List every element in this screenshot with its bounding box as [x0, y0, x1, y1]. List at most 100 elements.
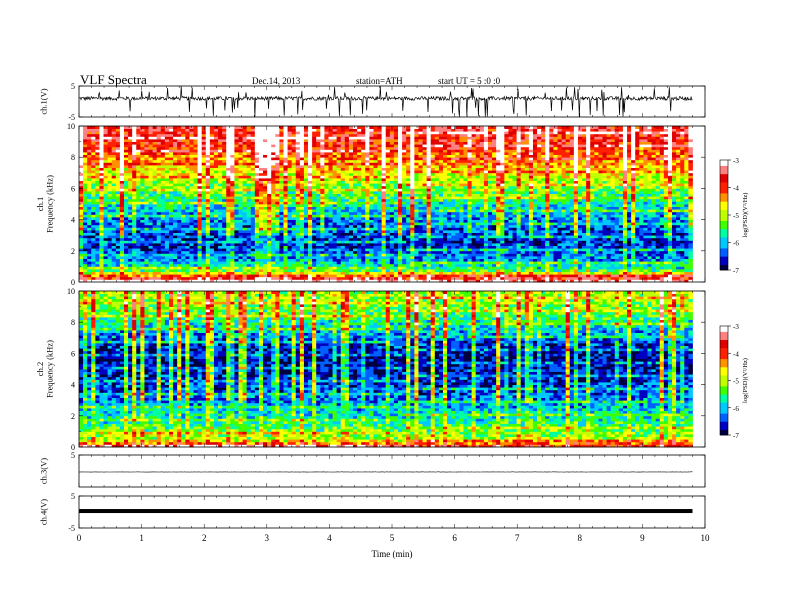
spectrogram-cell [185, 204, 190, 207]
spectrogram-cell [222, 261, 227, 265]
spectrogram-cell [168, 240, 174, 244]
spectrogram-cell [234, 128, 239, 132]
spectrogram-cell [144, 235, 149, 239]
spectrogram-cell [271, 271, 276, 275]
spectrogram-cell [393, 263, 399, 267]
spectrogram-cell [197, 162, 203, 166]
spectrogram-cell [283, 248, 288, 252]
spectrogram-cell [140, 188, 145, 192]
spectrogram-cell [336, 139, 342, 142]
spectrogram-cell [398, 240, 403, 244]
spectrogram-cell [91, 157, 96, 161]
spectrogram-cell [357, 248, 362, 252]
spectrogram-cell [373, 131, 378, 135]
spectrogram-cell [79, 191, 84, 194]
spectrogram-cell [209, 146, 215, 150]
spectrogram-cell [193, 250, 199, 254]
spectrogram-cell [250, 253, 256, 257]
spectrogram-cell [406, 248, 411, 252]
spectrogram-cell [136, 232, 141, 236]
spectrogram-cell [303, 209, 309, 213]
spectrogram-cell [185, 227, 190, 231]
spectrogram-cell [410, 263, 415, 267]
spectrogram-cell [291, 209, 297, 213]
spectrogram-cell [381, 227, 387, 231]
spectrogram-cell [177, 274, 182, 278]
spectrogram-cell [160, 261, 166, 265]
spectrogram-cell [185, 274, 190, 278]
spectrogram-cell [152, 279, 158, 283]
spectrogram-cell [275, 178, 280, 181]
spectrogram-cell [406, 263, 411, 267]
spectrogram-cell [95, 240, 100, 244]
spectrogram-cell [119, 126, 125, 129]
spectrogram-cell [193, 248, 199, 252]
spectrogram-cell [136, 263, 141, 267]
spectrogram-cell [299, 193, 305, 197]
spectrogram-cell [201, 240, 207, 244]
spectrogram-cell [402, 258, 407, 262]
spectrogram-cell [353, 196, 358, 200]
spectrogram-cell [271, 248, 276, 252]
spectrogram-cell [189, 263, 194, 267]
spectrogram-cell [258, 219, 264, 223]
spectrogram-cell [275, 253, 280, 257]
spectrogram-cell [344, 201, 350, 205]
spectrogram-cell [189, 157, 194, 161]
spectrogram-cell [344, 191, 350, 194]
spectrogram-cell [160, 232, 166, 236]
spectrogram-cell [234, 258, 239, 262]
spectrogram-cell [91, 211, 96, 215]
spectrogram-cell [377, 191, 383, 194]
spectrogram-cell [381, 193, 387, 197]
spectrogram-cell [385, 214, 391, 218]
spectrogram-cell [287, 136, 293, 140]
spectrogram-cell [99, 201, 104, 205]
spectrogram-cell [295, 157, 301, 161]
spectrogram-cell [201, 149, 207, 153]
spectrogram-cell [213, 256, 219, 259]
spectrogram-cell [250, 144, 256, 148]
spectrogram-cell [377, 209, 383, 213]
spectrogram-cell [144, 227, 149, 231]
spectrogram-cell [263, 276, 268, 280]
spectrogram-cell [316, 175, 321, 179]
spectrogram-cell [287, 209, 293, 213]
spectrogram-cell [328, 222, 333, 226]
spectrogram-cell [308, 209, 313, 213]
spectrogram-cell [132, 154, 137, 158]
spectrogram-cell [234, 248, 239, 252]
spectrogram-cell [271, 201, 276, 205]
spectrogram-cell [361, 162, 366, 166]
spectrogram-cell [373, 214, 378, 218]
spectrogram-cell [185, 196, 190, 200]
spectrogram-cell [328, 149, 333, 153]
spectrogram-cell [103, 240, 109, 244]
spectrogram-cell [340, 201, 346, 205]
spectrogram-cell [238, 230, 243, 233]
spectrogram-cell [242, 144, 248, 148]
spectrogram-cell [213, 201, 219, 205]
spectrogram-cell [132, 204, 137, 207]
spectrogram-cell [254, 172, 260, 176]
spectrogram-cell [226, 146, 231, 150]
spectrogram-cell [283, 157, 288, 161]
spectrogram-cell [340, 165, 346, 168]
spectrogram-cell [123, 191, 129, 194]
spectrogram-cell [295, 126, 301, 129]
spectrogram-cell [332, 248, 338, 252]
spectrogram-cell [398, 157, 403, 161]
spectrogram-cell [95, 204, 100, 207]
spectrogram-cell [103, 133, 109, 137]
spectrogram-cell [402, 154, 407, 158]
spectrogram-cell [111, 206, 117, 210]
spectrogram-cell [381, 180, 387, 184]
spectrogram-cell [103, 269, 109, 272]
spectrogram-cell [79, 269, 84, 272]
spectrogram-cell [348, 237, 354, 241]
spectrogram-cell [193, 178, 199, 181]
spectrogram-cell [246, 227, 252, 231]
spectrogram-cell [107, 214, 113, 218]
spectrogram-cell [291, 162, 297, 166]
spectrogram-cell [148, 224, 154, 228]
